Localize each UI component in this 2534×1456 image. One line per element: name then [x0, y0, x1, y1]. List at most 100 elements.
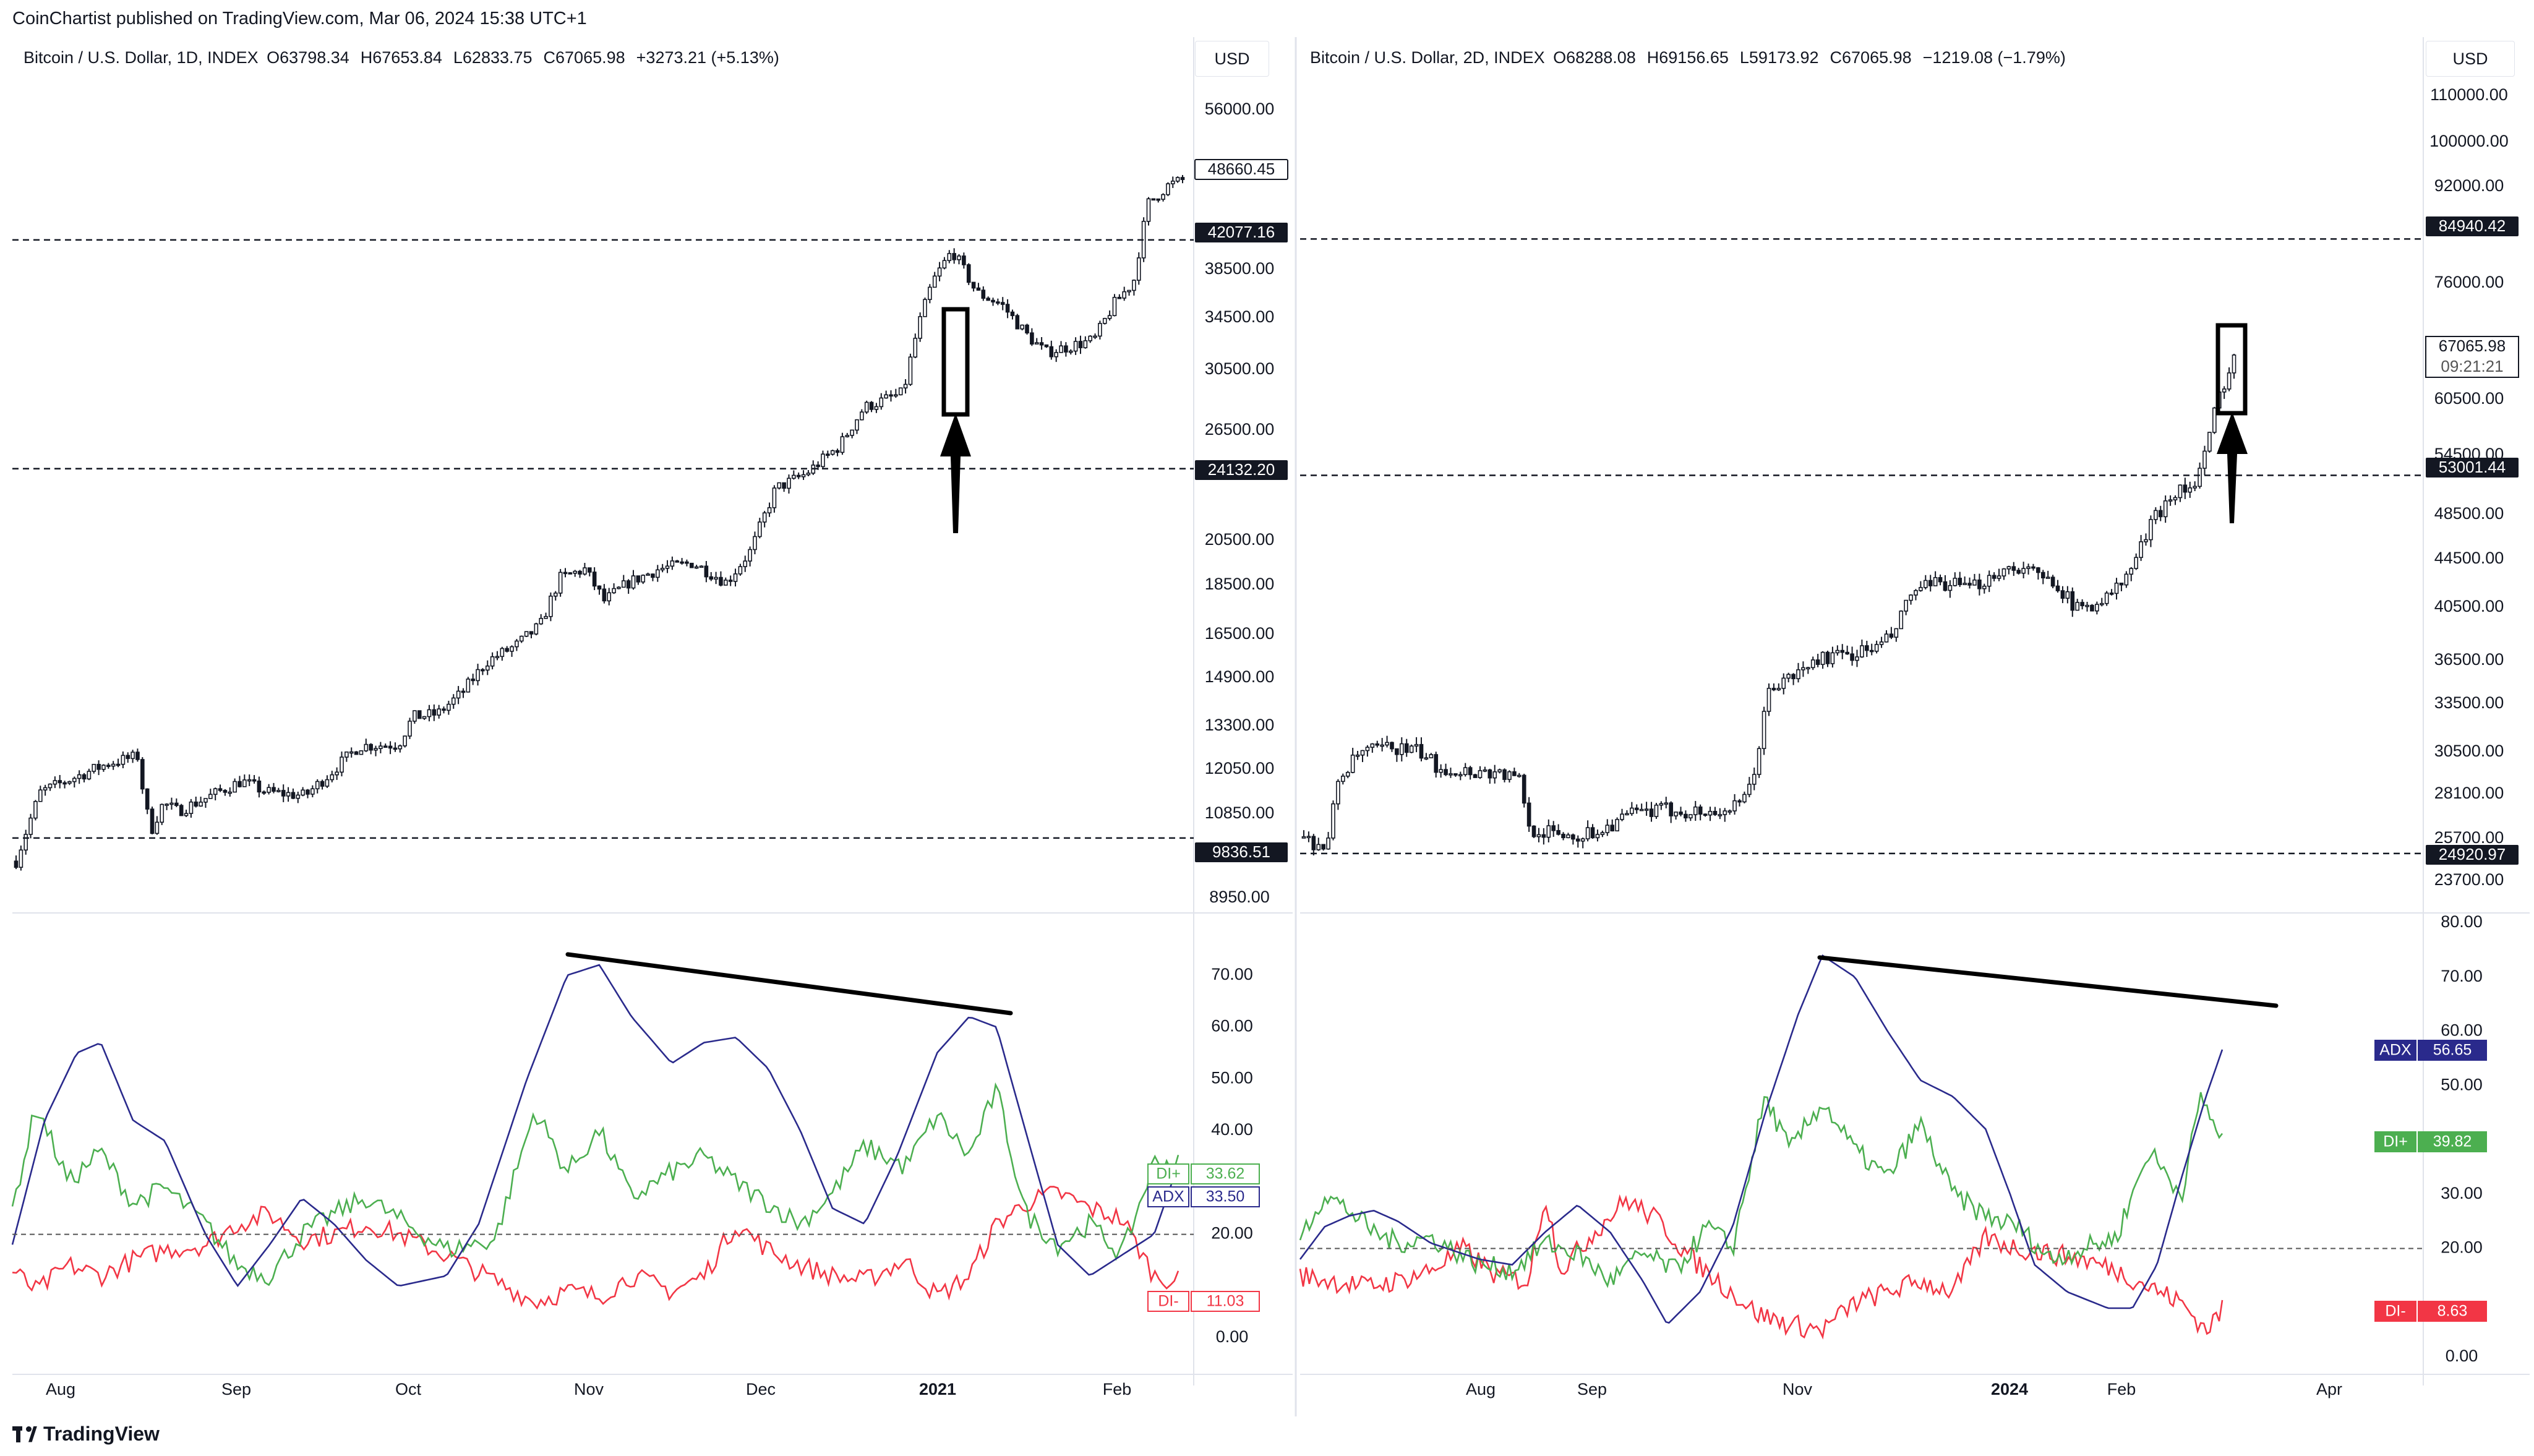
- candle[interactable]: [534, 623, 539, 635]
- candle[interactable]: [345, 752, 349, 758]
- candle[interactable]: [1078, 341, 1083, 348]
- candle[interactable]: [913, 338, 918, 358]
- left-price-pane[interactable]: [14, 174, 1185, 871]
- candle[interactable]: [2065, 591, 2070, 599]
- candle[interactable]: [1483, 769, 1487, 772]
- candle[interactable]: [252, 779, 257, 782]
- candle[interactable]: [884, 394, 888, 399]
- candle[interactable]: [1845, 651, 1849, 655]
- candle[interactable]: [1390, 742, 1394, 750]
- candle[interactable]: [549, 595, 553, 617]
- candle[interactable]: [203, 798, 208, 803]
- candle[interactable]: [1815, 659, 1820, 666]
- candle[interactable]: [2006, 566, 2011, 570]
- candle[interactable]: [1781, 677, 1786, 689]
- candle[interactable]: [519, 635, 524, 642]
- candle[interactable]: [43, 787, 48, 790]
- candle[interactable]: [388, 745, 393, 749]
- candle[interactable]: [2232, 354, 2237, 374]
- candle[interactable]: [1473, 774, 1478, 778]
- candle[interactable]: [626, 580, 631, 589]
- candle[interactable]: [563, 572, 568, 575]
- candle[interactable]: [485, 666, 490, 671]
- candle[interactable]: [1015, 315, 1020, 330]
- candle[interactable]: [1468, 767, 1473, 776]
- candle[interactable]: [1938, 577, 1943, 583]
- candle[interactable]: [597, 585, 602, 590]
- candle[interactable]: [2134, 557, 2139, 569]
- candle[interactable]: [1654, 804, 1659, 817]
- candle[interactable]: [1345, 772, 1350, 777]
- candle[interactable]: [1526, 802, 1531, 827]
- candle[interactable]: [864, 401, 869, 413]
- candle[interactable]: [1928, 580, 1933, 586]
- candle[interactable]: [1796, 669, 1800, 680]
- candle[interactable]: [476, 669, 480, 682]
- candle[interactable]: [748, 549, 752, 562]
- candle[interactable]: [383, 745, 388, 748]
- candle[interactable]: [500, 648, 505, 657]
- candle[interactable]: [447, 703, 451, 711]
- candle[interactable]: [1039, 342, 1044, 346]
- candle[interactable]: [1723, 810, 1727, 815]
- candle[interactable]: [291, 792, 296, 799]
- candle[interactable]: [777, 482, 782, 489]
- candle[interactable]: [962, 255, 966, 265]
- candle[interactable]: [1326, 837, 1330, 850]
- candle[interactable]: [72, 777, 77, 782]
- candle[interactable]: [796, 474, 801, 477]
- candle[interactable]: [544, 615, 548, 619]
- candle[interactable]: [1810, 659, 1815, 669]
- candle[interactable]: [1958, 578, 1963, 585]
- candle[interactable]: [135, 752, 140, 760]
- candle[interactable]: [665, 565, 670, 569]
- candle[interactable]: [651, 573, 655, 578]
- candle[interactable]: [850, 429, 854, 436]
- candle[interactable]: [898, 387, 903, 396]
- candle[interactable]: [587, 567, 592, 573]
- candle[interactable]: [126, 755, 131, 760]
- candle[interactable]: [1737, 800, 1742, 803]
- candle[interactable]: [728, 580, 733, 582]
- candle[interactable]: [860, 411, 864, 421]
- candle[interactable]: [694, 566, 699, 569]
- di-plus-line[interactable]: [11, 1082, 1179, 1287]
- candle[interactable]: [1434, 754, 1439, 773]
- candle[interactable]: [1517, 774, 1522, 777]
- candle[interactable]: [2183, 484, 2188, 493]
- candle[interactable]: [1708, 810, 1713, 816]
- candle[interactable]: [1370, 743, 1375, 748]
- candle[interactable]: [481, 669, 485, 672]
- candle[interactable]: [349, 751, 354, 754]
- candle[interactable]: [753, 536, 757, 550]
- candle[interactable]: [131, 752, 135, 760]
- candle[interactable]: [1605, 824, 1610, 833]
- candle[interactable]: [996, 301, 1000, 304]
- candle[interactable]: [1404, 743, 1409, 753]
- candle[interactable]: [354, 751, 359, 755]
- candle[interactable]: [855, 419, 859, 431]
- candle[interactable]: [1615, 819, 1619, 832]
- candle[interactable]: [1757, 748, 1761, 775]
- candle[interactable]: [845, 435, 850, 437]
- candle[interactable]: [101, 764, 106, 770]
- candle[interactable]: [150, 808, 155, 834]
- candle[interactable]: [442, 708, 446, 711]
- right-price-pane[interactable]: [1301, 354, 2237, 856]
- candle[interactable]: [1010, 311, 1015, 317]
- candle[interactable]: [2168, 499, 2173, 502]
- candle[interactable]: [1703, 813, 1708, 816]
- candle[interactable]: [1820, 651, 1825, 666]
- candle[interactable]: [1117, 296, 1122, 299]
- candle[interactable]: [116, 763, 121, 766]
- candle[interactable]: [923, 299, 927, 317]
- candle[interactable]: [1884, 633, 1889, 643]
- candle[interactable]: [1850, 653, 1854, 661]
- candle[interactable]: [1049, 346, 1054, 358]
- right-currency-button[interactable]: USD: [2426, 41, 2515, 77]
- candle[interactable]: [1840, 649, 1845, 653]
- candle[interactable]: [1340, 776, 1345, 782]
- candle[interactable]: [816, 465, 820, 468]
- candle[interactable]: [670, 560, 675, 567]
- candle[interactable]: [1360, 750, 1365, 756]
